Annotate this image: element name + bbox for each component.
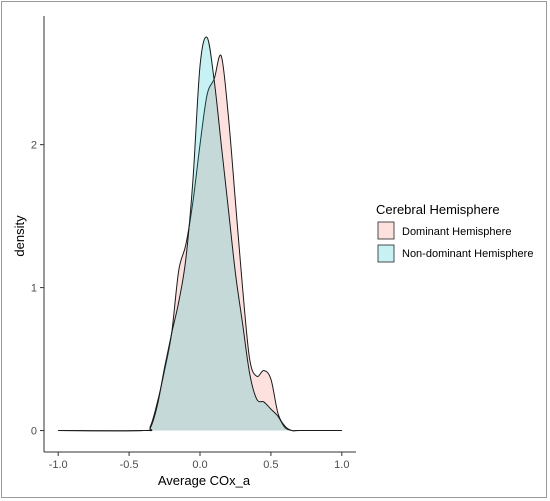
- x-axis-ticks: -1.0 -0.5 0.0 0.5 1.0: [49, 452, 349, 471]
- density-line-non-dominant: [58, 36, 342, 432]
- y-axis-ticks: 0 1 2: [31, 140, 44, 438]
- density-area-non-dominant: [58, 37, 342, 431]
- density-area-dominant: [58, 54, 342, 431]
- y-tick-label: 2: [31, 140, 37, 152]
- x-tick-label: 0.5: [263, 459, 278, 471]
- x-tick-label: 0.0: [192, 459, 207, 471]
- density-line-dominant: [58, 54, 342, 432]
- density-areas: [58, 36, 342, 432]
- legend-swatch-dominant: [377, 221, 395, 240]
- legend-label-dominant: Dominant Hemisphere: [402, 226, 511, 238]
- y-axis-title: density: [12, 215, 27, 257]
- legend: Cerebral Hemisphere Dominant Hemisphere …: [376, 202, 533, 263]
- y-tick-label: 0: [31, 426, 37, 438]
- x-tick-label: -0.5: [120, 459, 139, 471]
- x-axis-title: Average COx_a: [158, 473, 251, 488]
- legend-title: Cerebral Hemisphere: [376, 202, 500, 217]
- y-tick-label: 1: [31, 283, 37, 295]
- legend-swatch-non-dominant: [377, 244, 395, 263]
- x-tick-label: -1.0: [49, 459, 68, 471]
- legend-label-non-dominant: Non-dominant Hemisphere: [402, 248, 533, 260]
- x-tick-label: 1.0: [334, 459, 349, 471]
